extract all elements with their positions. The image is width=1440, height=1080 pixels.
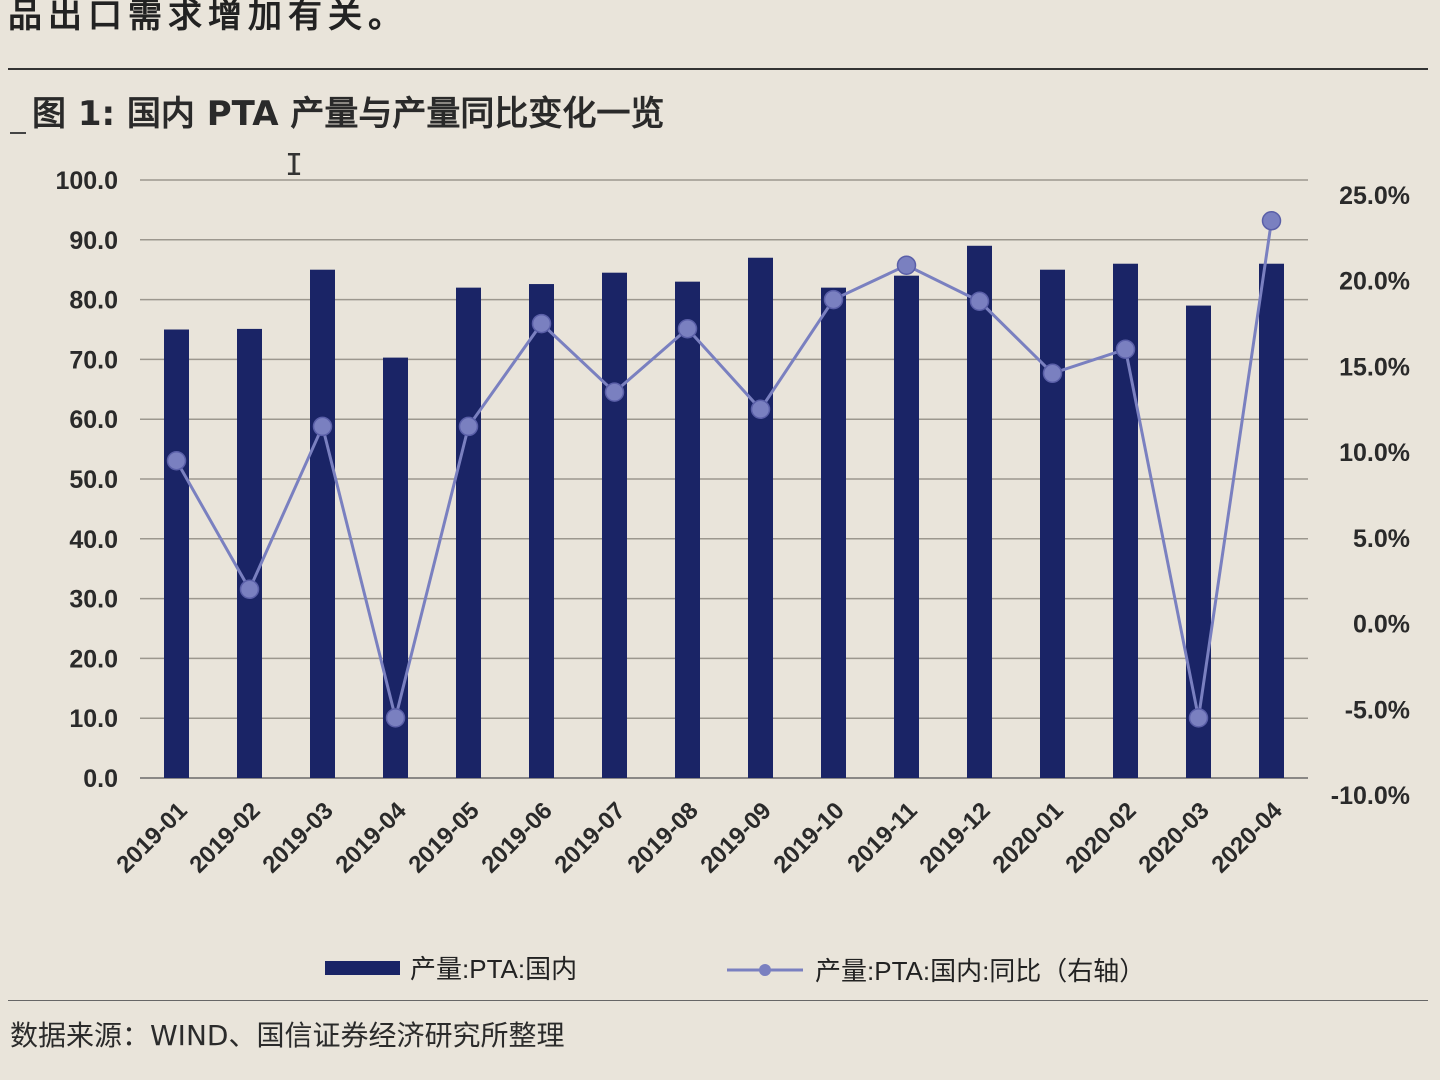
line-point (458, 416, 479, 437)
x-tick-label: 2020-03 (1133, 797, 1214, 878)
bar (1259, 263, 1284, 779)
left-tick-label: 90.0 (69, 227, 118, 255)
line-point (604, 382, 625, 402)
bar (675, 281, 700, 778)
intro-text: 品出口需求增加有关。 (8, 0, 408, 36)
right-tick-label: 5.0% (1353, 525, 1410, 553)
bar (967, 245, 992, 778)
top-divider (8, 68, 1428, 70)
left-tick-label: 70.0 (69, 346, 118, 374)
left-tick-label: 30.0 (69, 586, 118, 614)
bar (310, 269, 335, 778)
x-axis-ticks: 2019-012019-022019-032019-042019-052019-… (111, 797, 1288, 879)
left-axis-ticks: 0.0 10.0 20.0 30.0 40.0 50.0 60.0 70.0 80.0 90.0 1… (55, 167, 118, 793)
text-cursor-icon: I (285, 148, 304, 183)
right-axis-ticks: -10.0% -5.0% 0.0% 5.0% 10.0% 15.0% 20.0% 25.0% (1331, 182, 1410, 810)
legend-line-label: 产量:PTA:国内:同比（右轴） (815, 956, 1145, 986)
line-point (896, 255, 917, 276)
left-tick-label: 20.0 (69, 645, 118, 673)
bar-series (164, 245, 1284, 779)
line-point (166, 450, 187, 471)
left-tick-label: 100.0 (55, 167, 118, 195)
bar (456, 287, 481, 778)
left-tick-label: 10.0 (69, 705, 118, 733)
right-tick-label: 25.0% (1339, 182, 1410, 210)
bar (748, 257, 773, 778)
left-tick-label: 80.0 (69, 287, 118, 315)
line-point (823, 289, 844, 310)
bottom-divider (8, 1000, 1428, 1001)
x-tick-label: 2019-01 (111, 797, 192, 878)
bar (237, 328, 262, 778)
x-tick-label: 2019-10 (768, 797, 849, 878)
x-tick-label: 2019-02 (184, 797, 265, 878)
line-point (1042, 363, 1063, 384)
right-tick-label: -10.0% (1331, 782, 1410, 810)
figure-title: 图 1: 国内 PTA 产量与产量同比变化一览 (32, 94, 665, 134)
bar (821, 287, 846, 778)
line-point (385, 708, 406, 728)
x-tick-label: 2020-02 (1060, 797, 1141, 878)
bar (529, 284, 554, 778)
bar (164, 329, 189, 778)
x-tick-label: 2019-11 (842, 797, 922, 877)
title-dash (10, 132, 26, 134)
line-point (677, 318, 698, 339)
x-tick-label: 2019-07 (549, 797, 630, 878)
legend-line-marker (759, 964, 771, 976)
right-tick-label: -5.0% (1345, 696, 1410, 724)
bar (1040, 269, 1065, 778)
bar (602, 272, 627, 778)
yoy-line (175, 220, 1273, 719)
line-point (239, 579, 260, 600)
legend-bar-label: 产量:PTA:国内 (410, 954, 577, 984)
right-tick-label: 10.0% (1339, 439, 1410, 467)
x-tick-label: 2019-05 (403, 797, 484, 878)
line-point (1115, 339, 1136, 360)
x-tick-label: 2019-03 (257, 797, 338, 878)
line-point (1261, 210, 1282, 231)
x-tick-label: 2019-08 (622, 797, 703, 878)
chart: 0.0 10.0 20.0 30.0 40.0 50.0 60.0 70.0 80.0 90.0 1… (55, 167, 1410, 986)
right-tick-label: 20.0% (1339, 268, 1410, 296)
bar (383, 357, 408, 778)
left-tick-label: 50.0 (69, 466, 118, 494)
line-point (312, 416, 333, 437)
x-tick-label: 2020-01 (987, 797, 1068, 878)
line-point (531, 313, 552, 334)
bar (894, 275, 919, 778)
line-point (969, 291, 990, 312)
x-tick-label: 2019-09 (695, 797, 776, 878)
line-point (1188, 708, 1209, 728)
line-series (166, 210, 1282, 728)
right-tick-label: 0.0% (1353, 611, 1410, 639)
line-point (750, 399, 771, 420)
right-tick-label: 15.0% (1339, 353, 1410, 381)
x-tick-label: 2020-04 (1206, 797, 1288, 879)
x-tick-label: 2019-06 (476, 797, 557, 878)
x-tick-label: 2019-12 (914, 797, 995, 878)
bar (1186, 305, 1211, 778)
legend-bar-swatch (325, 961, 400, 975)
left-tick-label: 60.0 (69, 406, 118, 434)
left-tick-label: 0.0 (83, 765, 118, 793)
source-note: 数据来源：WIND、国信证券经济研究所整理 (10, 1019, 565, 1052)
legend: 产量:PTA:国内 产量:PTA:国内:同比（右轴） (325, 954, 1145, 986)
left-tick-label: 40.0 (69, 526, 118, 554)
x-tick-label: 2019-04 (330, 797, 412, 879)
